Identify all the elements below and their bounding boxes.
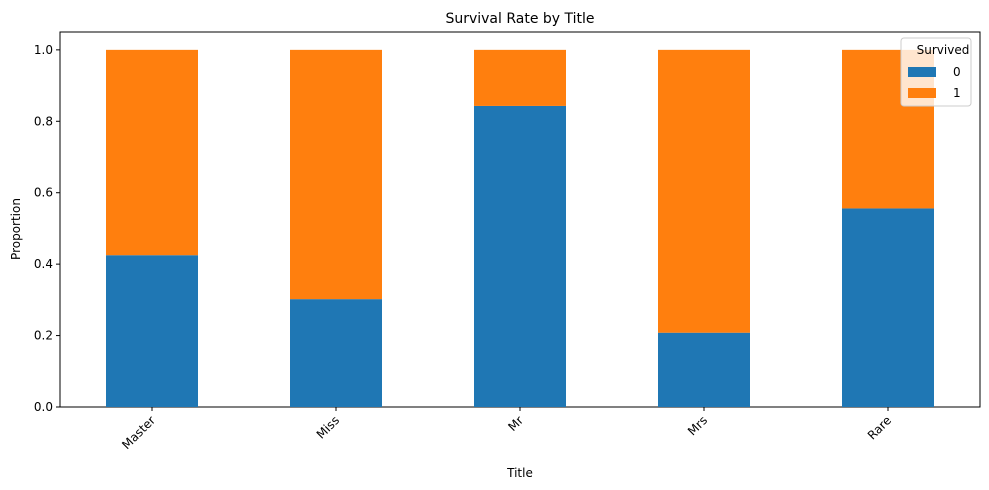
bar-mrs-survived-0 [658,332,750,407]
bar-miss-survived-1 [290,49,382,300]
bar-mr-survived-1 [474,49,566,106]
y-tick-label: 0.6 [34,186,53,200]
legend-swatch-0 [908,67,936,77]
bar-mr-survived-0 [474,105,566,408]
y-tick-label: 0.4 [34,257,53,271]
y-tick-label: 0.0 [34,400,53,414]
bar-stack-group [106,49,934,408]
x-axis-label: Title [506,466,533,480]
bar-master-survived-1 [106,49,198,256]
legend-label-0: 0 [953,65,961,79]
legend-title: Survived [917,43,970,57]
legend-label-1: 1 [953,86,961,100]
y-tick-label: 0.8 [34,114,53,128]
legend-entries: 01 [908,65,961,100]
y-axis-ticks: 0.0 0.2 0.4 0.6 0.8 1.0 [34,43,60,414]
bar-mrs-survived-1 [658,49,750,333]
y-tick-label: 1.0 [34,43,53,57]
y-axis-label: Proportion [9,198,23,260]
bar-master-survived-0 [106,255,198,407]
legend-swatch-1 [908,88,936,98]
bar-rare-survived-0 [842,208,934,407]
y-tick-label: 0.2 [34,329,53,343]
bar-miss-survived-0 [290,299,382,407]
legend: Survived 01 [900,37,972,107]
chart-title: Survival Rate by Title [445,11,594,27]
